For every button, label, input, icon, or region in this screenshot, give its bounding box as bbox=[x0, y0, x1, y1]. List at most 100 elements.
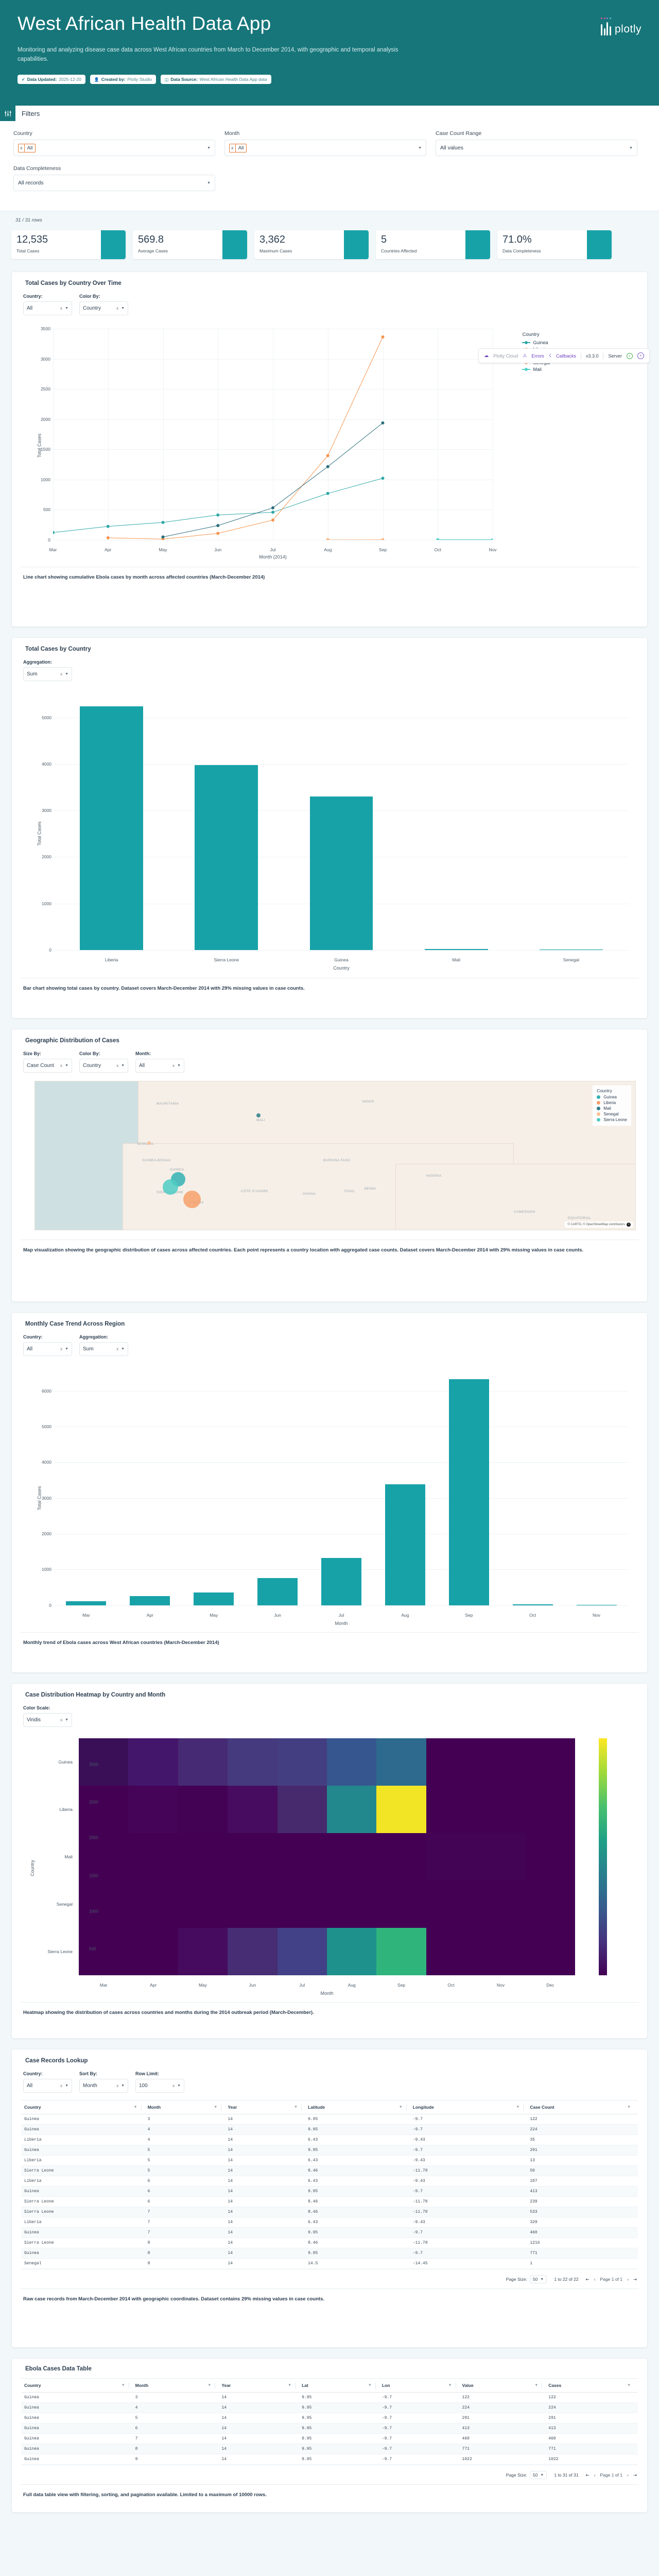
clear-icon[interactable]: x bbox=[172, 2083, 175, 2088]
table-row[interactable]: Sierra Leone 5 14 8.46 -11.78 50 bbox=[21, 2165, 638, 2176]
case-count-range-select[interactable]: All values ▼ bbox=[436, 140, 637, 156]
bar-guinea[interactable] bbox=[309, 796, 373, 950]
table-row[interactable]: Guinea10149.95-9.7 bbox=[21, 2464, 638, 2466]
country-chip[interactable]: x All bbox=[18, 143, 36, 152]
filter-icon[interactable]: ▼ bbox=[627, 2105, 631, 2109]
map-point-sierra-leone[interactable] bbox=[163, 1179, 178, 1195]
clear-icon[interactable]: x bbox=[60, 1718, 63, 1722]
line-country-select[interactable]: All x ▼ bbox=[23, 301, 72, 315]
datatable-pager[interactable]: Page Size: 50 ▼ 1 to 31 of 31 ⇤ ‹ Page 1 … bbox=[12, 2466, 647, 2484]
chevron-down-icon[interactable]: ▼ bbox=[65, 1064, 68, 1067]
filter-icon[interactable]: ▼ bbox=[214, 2105, 218, 2109]
filter-icon[interactable]: ▼ bbox=[207, 2383, 212, 2387]
col-year[interactable]: Year ▼ bbox=[218, 2379, 299, 2393]
table-row[interactable]: Liberia 5 14 6.43 -9.43 13 bbox=[21, 2155, 638, 2166]
clear-icon[interactable]: x bbox=[116, 306, 119, 311]
col-country[interactable]: Country ▼ bbox=[21, 2379, 132, 2393]
trend-chart-plot[interactable]: Total Cases 0 1000 2000 3000 4000 5000 6000 … bbox=[22, 1364, 637, 1632]
clear-icon[interactable]: x bbox=[60, 2083, 63, 2088]
next-page-button[interactable]: › bbox=[627, 2277, 629, 2282]
bar-chart-plot[interactable]: Total Cases 0 1000 2000 3000 4000 5000 Libe… bbox=[22, 689, 637, 978]
map-legend[interactable]: Country Guinea Liberia Mali Senegal Sier… bbox=[593, 1086, 631, 1126]
filter-icon[interactable]: ▼ bbox=[516, 2105, 520, 2109]
col-lon[interactable]: Lon ▼ bbox=[378, 2379, 459, 2393]
lookup-sortby-select[interactable]: Month x ▼ bbox=[79, 2079, 128, 2093]
filter-icon[interactable]: ▼ bbox=[294, 2105, 298, 2109]
table-row[interactable]: Guinea 5 14 9.95 -9.7 291 bbox=[21, 2145, 638, 2156]
errors-link[interactable]: Errors bbox=[531, 353, 544, 359]
trend-country-select[interactable]: All x ▼ bbox=[23, 1342, 72, 1356]
map-legend-item[interactable]: Guinea bbox=[597, 1095, 627, 1099]
page-size-group[interactable]: Page Size: 50 ▼ bbox=[506, 2471, 547, 2479]
legend-item[interactable]: Mali bbox=[522, 367, 560, 372]
filter-icon[interactable]: ▼ bbox=[534, 2383, 539, 2387]
table-row[interactable]: Liberia 7 14 6.43 -9.43 329 bbox=[21, 2217, 638, 2228]
ebola-data-table[interactable]: Country ▼ Month ▼ Year ▼ Lat ▼ Lon ▼ Value ▼ C… bbox=[21, 2378, 638, 2466]
clear-icon[interactable]: x bbox=[172, 1063, 175, 1068]
heatmap-row-senegal[interactable] bbox=[79, 1880, 576, 1928]
filter-icon[interactable]: ▼ bbox=[121, 2383, 125, 2387]
dev-toolbar[interactable]: ☁ Plotly Cloud ⚠ Errors ☇ Callbacks v3.3… bbox=[478, 348, 650, 363]
table-row[interactable]: Guinea 4 14 9.95 -9.7 224 224 bbox=[21, 2402, 638, 2413]
heatmap-row-liberia[interactable] bbox=[79, 1786, 576, 1833]
clear-icon[interactable]: x bbox=[116, 1063, 119, 1068]
table-row[interactable]: Guinea 3 14 9.95 -9.7 122 122 bbox=[21, 2392, 638, 2403]
table-row[interactable]: Guinea 4 14 9.95 -9.7 224 bbox=[21, 2124, 638, 2135]
prev-page-button[interactable]: ‹ bbox=[594, 2472, 596, 2478]
trend-aggregation-select[interactable]: Sum x ▼ bbox=[79, 1342, 128, 1356]
chevron-down-icon[interactable]: ▼ bbox=[207, 181, 211, 185]
pager-nav[interactable]: ⇤ ‹ Page 1 of 1 › ⇥ bbox=[586, 2277, 637, 2282]
table-row[interactable]: Sierra Leone 7 14 8.46 -11.78 533 bbox=[21, 2207, 638, 2217]
clear-icon[interactable]: x bbox=[60, 1063, 63, 1068]
chevron-down-icon[interactable]: ▼ bbox=[65, 672, 68, 676]
table-row[interactable]: Senegal 8 14 14.5 -14.45 1 bbox=[21, 2258, 638, 2269]
chip-remove-icon[interactable]: x bbox=[19, 144, 25, 152]
col-month[interactable]: Month ▼ bbox=[132, 2379, 219, 2393]
month-chip[interactable]: x All bbox=[229, 143, 247, 152]
chevron-down-icon[interactable]: ▼ bbox=[121, 1064, 125, 1067]
trend-bar-sep[interactable] bbox=[448, 1379, 490, 1605]
chip-remove-icon[interactable]: x bbox=[230, 144, 236, 152]
line-chart-plot[interactable]: Total Cases 3500 3000 2500 2000 1500 1000 5… bbox=[22, 325, 637, 567]
heatmap-colorscale-select[interactable]: Viridis x ▼ bbox=[23, 1713, 72, 1727]
callbacks-link[interactable]: Callbacks bbox=[556, 353, 576, 359]
lookup-pager[interactable]: Page Size: 50 ▼ 1 to 22 of 22 ⇤ ‹ Page 1 … bbox=[12, 2270, 647, 2289]
map-sizeby-select[interactable]: Case Count x ▼ bbox=[23, 1059, 72, 1073]
ebola-table-body[interactable]: Guinea 3 14 9.95 -9.7 122 122 Guinea 4 14 9.95 -9.7… bbox=[21, 2392, 638, 2466]
col-cases[interactable]: Cases ▼ bbox=[545, 2379, 638, 2393]
chevron-down-icon[interactable]: ▼ bbox=[207, 146, 211, 150]
first-page-button[interactable]: ⇤ bbox=[585, 2472, 589, 2478]
lookup-table[interactable]: Country ▼ Month ▼ Year ▼ Latitude ▼ Longitud… bbox=[21, 2100, 638, 2270]
page-size-select[interactable]: 50 ▼ bbox=[529, 2471, 547, 2479]
map-point-senegal[interactable] bbox=[147, 1141, 151, 1145]
data-completeness-select[interactable]: All records ▼ bbox=[13, 175, 215, 191]
map-point-liberia[interactable] bbox=[183, 1191, 201, 1208]
next-page-button[interactable]: › bbox=[627, 2472, 629, 2478]
geographic-map[interactable]: MAURITANIA MALI SENEGAL NIGER BURKINA FA… bbox=[34, 1081, 636, 1230]
chevron-down-icon[interactable]: ▼ bbox=[65, 1718, 68, 1722]
trend-bar-apr[interactable] bbox=[129, 1596, 170, 1605]
heatmap-plot[interactable]: Country bbox=[22, 1734, 637, 2002]
pager-nav[interactable]: ⇤ ‹ Page 1 of 1 › ⇥ bbox=[586, 2472, 637, 2478]
info-icon[interactable]: i bbox=[627, 1223, 631, 1227]
table-row[interactable]: Guinea 8 14 9.95 -9.7 771 771 bbox=[21, 2444, 638, 2454]
col-latitude[interactable]: Latitude ▼ bbox=[305, 2100, 410, 2114]
filter-icon[interactable]: ▼ bbox=[133, 2105, 137, 2109]
col-value[interactable]: Value ▼ bbox=[459, 2379, 546, 2393]
table-row[interactable]: Guinea 6 14 9.95 -9.7 413 413 bbox=[21, 2423, 638, 2434]
table-row[interactable]: Guinea 9 14 9.95 -9.7 1022 1022 bbox=[21, 2454, 638, 2465]
page-size-select[interactable]: 50 ▼ bbox=[529, 2275, 547, 2283]
col-case-count[interactable]: Case Count ▼ bbox=[527, 2100, 638, 2114]
map-legend-item[interactable]: Liberia bbox=[597, 1100, 627, 1105]
page-size-group[interactable]: Page Size: 50 ▼ bbox=[506, 2275, 547, 2283]
col-lat[interactable]: Lat ▼ bbox=[299, 2379, 379, 2393]
map-attribution[interactable]: © CARTO, © OpenStreetMap contributors i bbox=[565, 1222, 633, 1228]
table-row[interactable]: Guinea 8 14 9.95 -9.7 771 bbox=[21, 2248, 638, 2259]
chevron-down-icon[interactable]: ▼ bbox=[121, 1347, 125, 1351]
trend-bar-mar[interactable] bbox=[65, 1601, 107, 1605]
line-colorby-select[interactable]: Country x ▼ bbox=[79, 301, 128, 315]
chevron-down-icon[interactable]: ▼ bbox=[418, 146, 422, 150]
table-row[interactable]: Sierra Leone 6 14 8.46 -11.78 239 bbox=[21, 2196, 638, 2207]
chevron-down-icon[interactable]: ▼ bbox=[540, 2277, 544, 2281]
chevron-down-icon[interactable]: ▼ bbox=[65, 1347, 68, 1351]
